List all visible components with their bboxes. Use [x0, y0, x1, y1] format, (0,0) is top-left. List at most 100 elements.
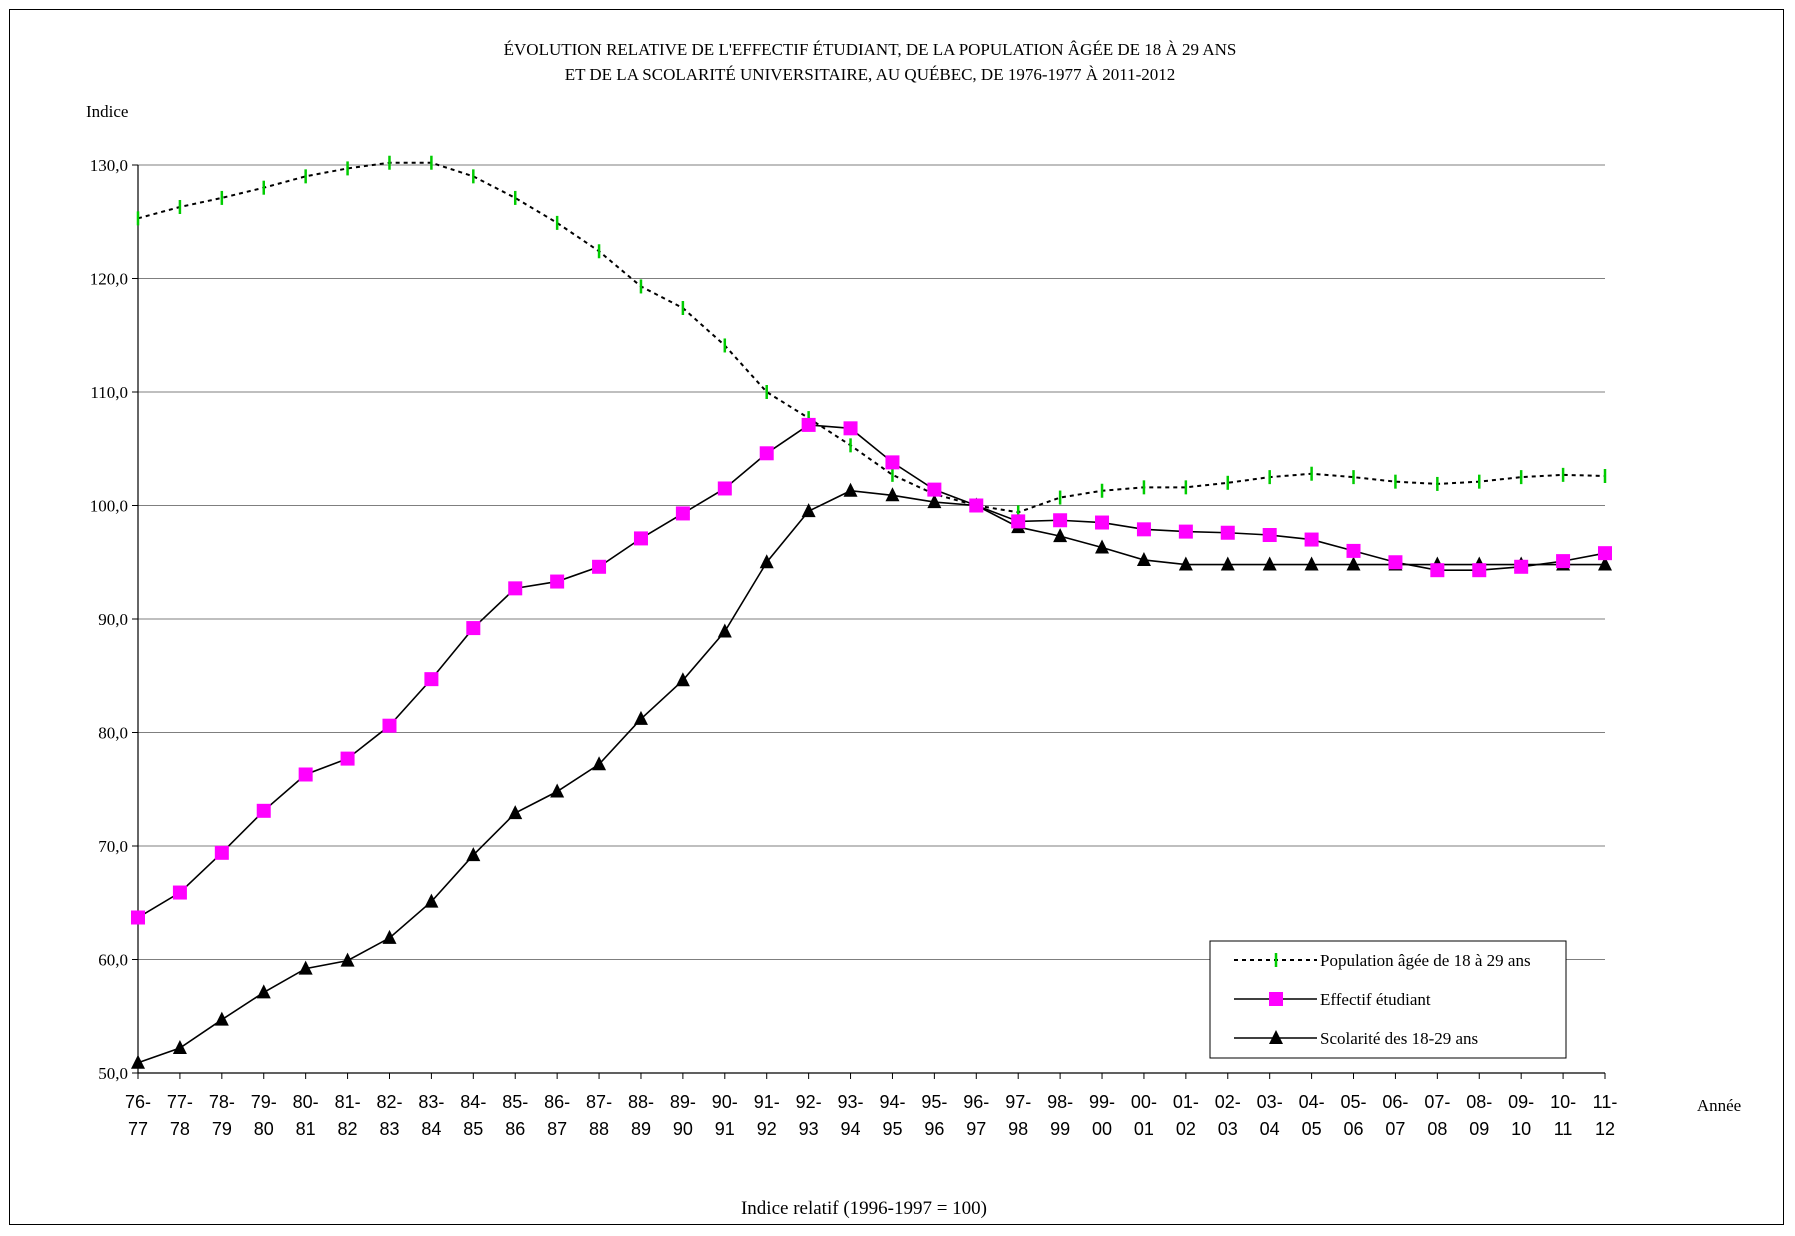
data-point — [382, 929, 397, 944]
data-point — [1053, 513, 1068, 528]
x-tick-label: 83 — [379, 1119, 399, 1139]
data-point — [1136, 522, 1151, 537]
gridlines — [132, 164, 1605, 1074]
y-tick-label: 130,0 — [90, 156, 128, 175]
x-tick-label: 82 — [338, 1119, 358, 1139]
data-point — [550, 574, 565, 589]
x-tick-label: 95 — [882, 1119, 902, 1139]
data-point — [131, 910, 145, 925]
series-line — [137, 161, 1606, 514]
data-point — [592, 559, 607, 574]
x-tick-label: 85- — [502, 1092, 528, 1112]
data-point — [1346, 543, 1361, 558]
data-point — [1304, 556, 1319, 571]
x-tick-label: 92 — [757, 1119, 777, 1139]
x-tick-label: 96- — [963, 1092, 989, 1112]
x-tick-label: 90- — [712, 1092, 738, 1112]
y-tick-label: 60,0 — [98, 951, 128, 970]
y-tick-label: 70,0 — [98, 837, 128, 856]
data-point — [1430, 563, 1445, 578]
x-tick-label: 97- — [1005, 1092, 1031, 1112]
x-tick-label: 08 — [1427, 1119, 1447, 1139]
legend-label: Scolarité des 18-29 ans — [1320, 1029, 1478, 1048]
y-tick-label: 100,0 — [90, 497, 128, 516]
data-point — [592, 756, 607, 771]
x-tick-label: 99- — [1089, 1092, 1115, 1112]
data-point — [801, 417, 816, 432]
x-tick-label: 07 — [1385, 1119, 1405, 1139]
data-point — [717, 623, 732, 638]
data-point — [885, 487, 900, 502]
x-tick-label: 12 — [1595, 1119, 1615, 1139]
data-point — [1220, 556, 1235, 571]
legend-label: Effectif étudiant — [1320, 990, 1431, 1009]
x-tick-label: 99 — [1050, 1119, 1070, 1139]
x-tick-label: 88 — [589, 1119, 609, 1139]
footnote: Indice relatif (1996-1997 = 100) — [741, 1198, 987, 1219]
series-line — [137, 489, 1605, 1064]
x-tick-label: 78 — [170, 1119, 190, 1139]
series-0 — [136, 155, 1607, 520]
x-tick-label: 01 — [1134, 1119, 1154, 1139]
x-tick-label: 07- — [1424, 1092, 1450, 1112]
x-tick-label: 97 — [966, 1119, 986, 1139]
x-tick-label: 98 — [1008, 1119, 1028, 1139]
data-point — [1346, 556, 1361, 571]
series-line — [137, 424, 1606, 919]
data-point — [466, 621, 481, 636]
data-point — [1556, 554, 1571, 569]
x-tick-label: 94- — [879, 1092, 905, 1112]
x-tick-label: 81 — [296, 1119, 316, 1139]
x-tick-label: 82- — [376, 1092, 402, 1112]
data-point — [298, 960, 313, 975]
data-point — [131, 1054, 145, 1069]
data-point — [633, 531, 648, 546]
data-point — [1269, 992, 1283, 1006]
data-point — [1011, 514, 1026, 529]
x-tick-label: 77- — [167, 1092, 193, 1112]
data-point — [466, 847, 481, 862]
x-tick-label: 93- — [838, 1092, 864, 1112]
x-tick-label: 92- — [796, 1092, 822, 1112]
x-tick-label: 80- — [293, 1092, 319, 1112]
y-tick-labels: 50,0 60,0 70,0 80,0 90,0 100,0 110,0 120,0 130,0 — [90, 156, 128, 1083]
x-tick-label: 00- — [1131, 1092, 1157, 1112]
y-tick-label: 50,0 — [98, 1064, 128, 1083]
data-point — [340, 952, 355, 967]
legend-item: Population âgée de 18 à 29 ans — [1234, 951, 1531, 970]
data-point — [927, 494, 942, 509]
data-point — [843, 482, 858, 497]
data-point — [843, 421, 858, 436]
x-tick-label: 05- — [1341, 1092, 1367, 1112]
legend-item: Scolarité des 18-29 ans — [1234, 1029, 1478, 1048]
x-tick-label: 80 — [254, 1119, 274, 1139]
data-point — [214, 845, 229, 860]
y-tick-label: 120,0 — [90, 270, 128, 289]
data-point — [508, 805, 523, 820]
data-point — [675, 672, 690, 687]
x-tick-label: 96 — [924, 1119, 944, 1139]
data-point — [1178, 556, 1193, 571]
data-point — [382, 718, 397, 733]
data-point — [1262, 556, 1277, 571]
y-tick-label: 80,0 — [98, 724, 128, 743]
x-tick-label: 86 — [505, 1119, 525, 1139]
data-point — [256, 803, 271, 818]
series-2 — [131, 482, 1612, 1069]
x-tick-label: 77 — [128, 1119, 148, 1139]
data-point — [759, 446, 774, 461]
x-tick-label: 05 — [1302, 1119, 1322, 1139]
data-point — [1095, 539, 1110, 554]
data-point — [885, 455, 900, 470]
x-tick-label: 89- — [670, 1092, 696, 1112]
data-point — [675, 506, 690, 521]
x-tick-label: 90 — [673, 1119, 693, 1139]
data-point — [1178, 524, 1193, 539]
x-tick-label: 91- — [754, 1092, 780, 1112]
data-point — [1053, 528, 1068, 543]
x-tick-label: 98- — [1047, 1092, 1073, 1112]
chart-title-line-2: ET DE LA SCOLARITÉ UNIVERSITAIRE, AU QUÉ… — [565, 65, 1176, 84]
data-point — [298, 767, 313, 782]
chart-title: ÉVOLUTION RELATIVE DE L'EFFECTIF ÉTUDIAN… — [504, 40, 1237, 84]
